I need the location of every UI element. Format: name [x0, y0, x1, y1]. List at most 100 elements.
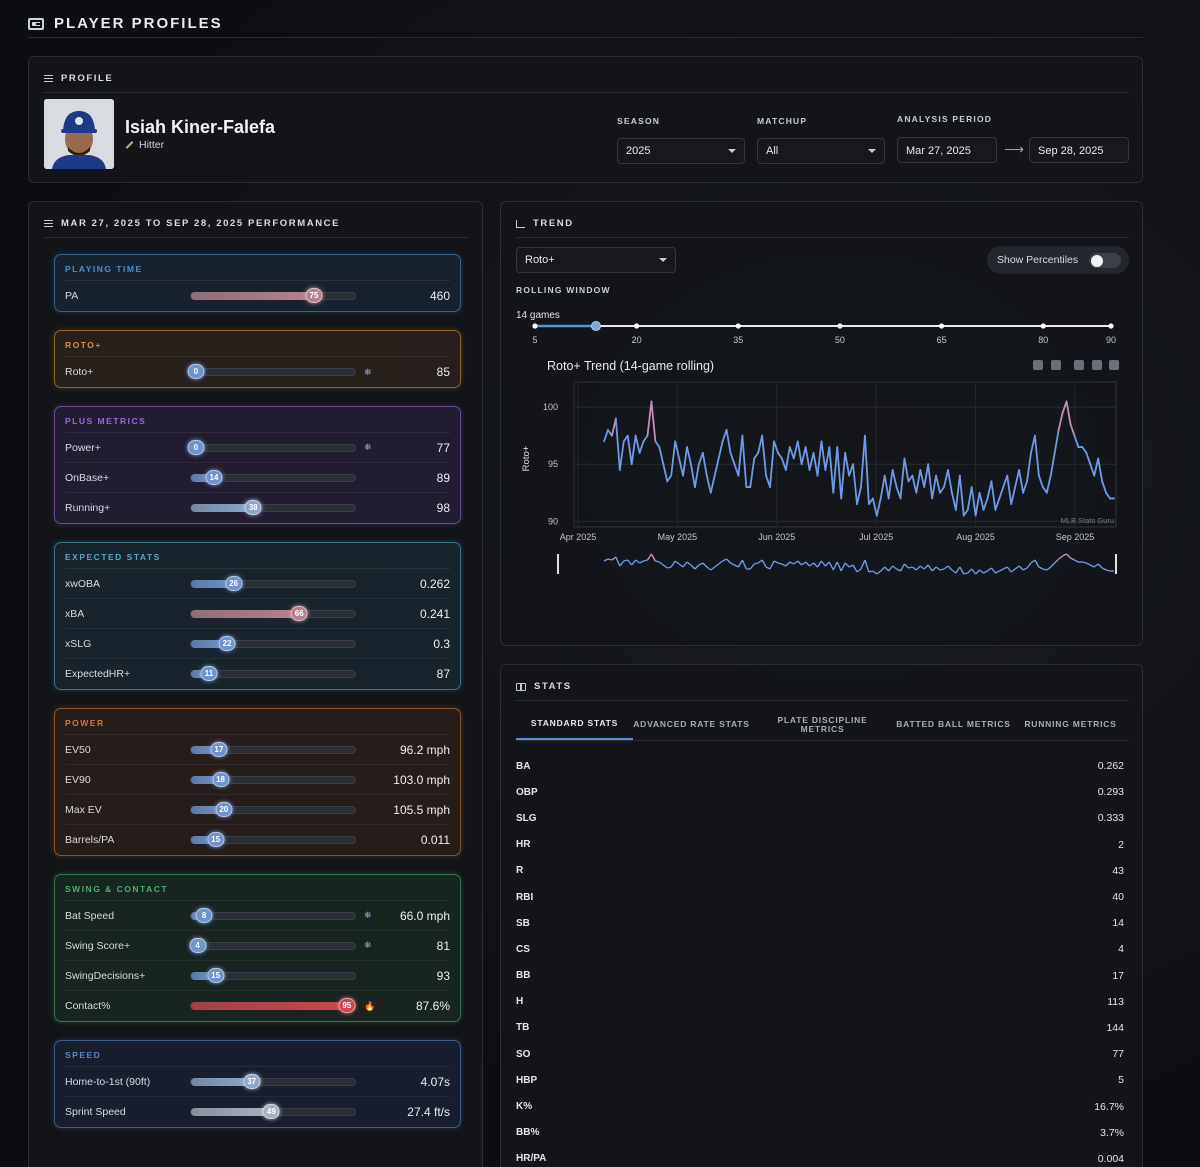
- period-start-input[interactable]: Mar 27, 2025: [897, 137, 997, 163]
- metric-row-bat-speed: Bat Speed 8 ❄ 66.0 mph: [65, 901, 450, 931]
- percentile-badge: 0: [187, 364, 205, 379]
- metric-name: xBA: [65, 607, 85, 620]
- slider-tick-label: 5: [532, 335, 537, 345]
- trend-line-segment: [832, 446, 839, 494]
- metric-name: OnBase+: [65, 471, 110, 484]
- trend-line-segment: [962, 508, 969, 517]
- metric-value: 103.0 mph: [393, 772, 450, 787]
- plot-area: [573, 381, 1117, 528]
- percentile-bar: 22: [190, 635, 356, 651]
- overview-line-segment: [773, 560, 779, 564]
- stat-name: SLG: [516, 812, 537, 824]
- percentile-bar-fill: [191, 1002, 347, 1010]
- stat-value: 0.262: [1097, 760, 1124, 773]
- trend-line-segment: [741, 434, 748, 488]
- zoom-in-icon[interactable]: [1074, 360, 1084, 370]
- metric-row-expectedhr: ExpectedHR+ 11 87: [65, 659, 450, 689]
- season-select[interactable]: 2025: [617, 138, 745, 164]
- x-tick-label: Jun 2025: [758, 532, 795, 542]
- trend-line-segment: [800, 446, 807, 466]
- stat-value: 2: [1118, 838, 1124, 851]
- percentile-bar-fill: [191, 971, 216, 980]
- percentile-badge: 0: [187, 439, 205, 455]
- trend-line-segment: [1053, 429, 1060, 454]
- overview-line-segment: [1082, 561, 1087, 564]
- trend-line-segment: [658, 446, 665, 466]
- overview-line-segment: [1074, 559, 1079, 563]
- stat-name: BA: [516, 760, 531, 772]
- player-name: Isiah Kiner-Falefa: [125, 117, 276, 137]
- trend-line-segment: [899, 457, 906, 500]
- overview-line-segment: [995, 570, 1000, 574]
- trend-line-segment: [879, 474, 886, 500]
- trend-line-segment: [871, 497, 878, 517]
- metric-value: 85: [436, 365, 450, 379]
- trend-line-segment: [828, 446, 835, 494]
- stats-table: BA 0.262 OBP 0.293 SLG 0.333 HR 2 R 43 RBI 40 SB 14 CS…: [516, 753, 1124, 1167]
- chart-title: Roto+ Trend (14-game rolling): [547, 359, 714, 373]
- pan-icon[interactable]: [1051, 360, 1061, 370]
- percentile-badge: 95: [338, 998, 356, 1013]
- overview-line-segment: [674, 560, 680, 565]
- zoom-out-icon[interactable]: [1092, 360, 1102, 370]
- trend-line-segment: [642, 434, 649, 443]
- overview-line-segment: [884, 566, 890, 572]
- trend-line-segment: [1010, 486, 1017, 506]
- chart-icon: [516, 219, 525, 228]
- percentile-bar: 37: [190, 1073, 356, 1089]
- stat-name: TB: [516, 1022, 530, 1034]
- stats-card: STATS STANDARD STATS ADVANCED RATE STATS P…: [500, 664, 1143, 1167]
- metric-value: 460: [429, 289, 450, 303]
- stat-value: 77: [1112, 1048, 1124, 1061]
- trend-line-segment: [1006, 474, 1013, 506]
- trend-line-segment: [891, 469, 898, 488]
- metric-group-expected-stats: EXPECTED STATS xwOBA 26 0.262 xBA 66 0.241 xSLG…: [54, 542, 461, 690]
- stat-value: 16.7%: [1094, 1100, 1124, 1113]
- trend-line-segment: [951, 491, 957, 511]
- trend-metric-select[interactable]: Roto+: [516, 247, 676, 273]
- trend-line-segment: [864, 434, 870, 506]
- metric-row-ev90: EV90 18 103.0 mph: [65, 765, 450, 795]
- metric-group-playing-time: PLAYING TIME PA 75 460: [54, 254, 461, 312]
- overview-line-segment: [714, 563, 720, 568]
- overview-line-segment: [658, 561, 664, 566]
- metric-row-power: Power+ 0 ❄ 77: [65, 433, 450, 463]
- x-tick-label: Jul 2025: [859, 532, 893, 542]
- tab-standard-stats[interactable]: STANDARD STATS: [516, 709, 633, 740]
- slider-handle[interactable]: [590, 321, 601, 331]
- overview-line-segment: [785, 561, 791, 567]
- stat-name: K%: [516, 1101, 533, 1113]
- metric-row-contact: Contact% 95 🔥 87.6%: [65, 991, 450, 1021]
- percentile-bar-fill: [191, 609, 300, 618]
- overview-line-segment: [931, 566, 937, 572]
- tab-running-metrics[interactable]: RUNNING METRICS: [1024, 719, 1117, 729]
- performance-card: MAR 27, 2025 TO SEP 28, 2025 PERFORMANCE…: [28, 201, 483, 1167]
- home-icon[interactable]: [1109, 360, 1119, 370]
- show-percentiles-toggle[interactable]: [1089, 253, 1121, 268]
- overview-line-segment: [1066, 553, 1072, 559]
- tab-advanced-rate-stats[interactable]: ADVANCED RATE STATS: [633, 719, 750, 729]
- x-tick-label: Aug 2025: [956, 532, 995, 542]
- metric-row-swing-score: Swing Score+ 4 ❄ 81: [65, 931, 450, 961]
- tab-batted-ball-metrics[interactable]: BATTED BALL METRICS: [896, 719, 1011, 729]
- y-tick-label: 100: [543, 402, 558, 412]
- zoom-icon[interactable]: [1033, 360, 1043, 370]
- chevron-down-icon: [868, 149, 876, 153]
- metric-name: ExpectedHR+: [65, 668, 131, 680]
- stat-value: 5: [1118, 1074, 1124, 1087]
- overview-line-segment: [623, 559, 628, 562]
- metric-value: 66.0 mph: [399, 908, 450, 923]
- trend-line-segment: [1089, 463, 1096, 477]
- percentile-badge: 17: [210, 741, 228, 757]
- trend-line-segment: [824, 446, 831, 471]
- matchup-select[interactable]: All: [757, 138, 885, 164]
- period-end-input[interactable]: Sep 28, 2025: [1029, 137, 1129, 163]
- profile-section-header: PROFILE: [44, 73, 1129, 93]
- analysis-period-label: ANALYSIS PERIOD: [897, 114, 993, 124]
- stat-name: OBP: [516, 786, 538, 798]
- tab-plate-discipline-metrics[interactable]: PLATE DISCIPLINE METRICS: [777, 714, 868, 734]
- rolling-window-slider[interactable]: 14 games 5 20 35 50 65 80 90: [501, 302, 1144, 352]
- trend-line-segment: [943, 469, 949, 488]
- season-label: SEASON: [617, 116, 661, 126]
- slider-tick-mark: [634, 323, 640, 329]
